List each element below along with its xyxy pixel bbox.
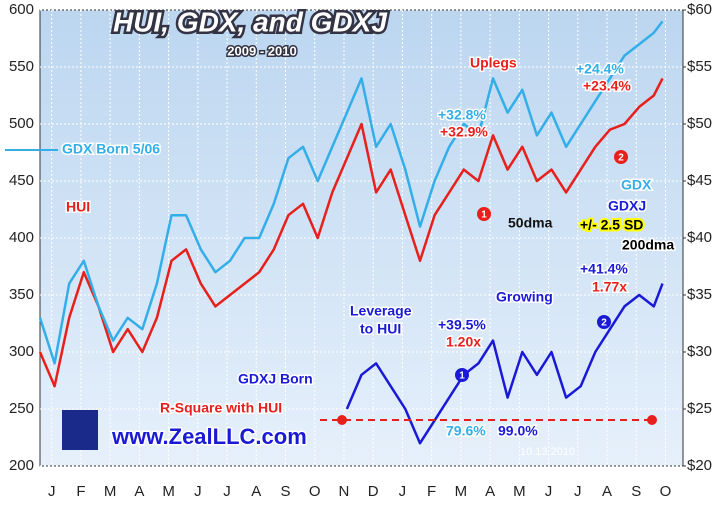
annotation: 2 <box>618 153 624 164</box>
annotation: 1 <box>459 371 465 382</box>
y2-tick-label: $25 <box>687 400 712 417</box>
x-tick-label: O <box>660 483 672 500</box>
r-square-dot <box>647 415 657 425</box>
series-line <box>345 283 664 445</box>
annotation: Leverage <box>350 303 412 319</box>
marker-circle <box>455 368 469 382</box>
x-tick-label: J <box>545 483 553 500</box>
annotation: 1.77x <box>592 279 627 295</box>
annotation: +41.4% <box>580 261 628 277</box>
y2-tick-label: $35 <box>687 286 712 303</box>
x-tick-label: F <box>427 483 436 500</box>
marker-circle <box>477 207 491 221</box>
y2-tick-label: $30 <box>687 343 712 360</box>
x-tick-label: J <box>48 483 56 500</box>
x-tick-label: A <box>134 483 144 500</box>
x-tick-label: M <box>162 483 175 500</box>
x-tick-label: J <box>223 483 231 500</box>
annotation: 79.6% <box>446 423 486 439</box>
annotation: 99.0% <box>498 423 538 439</box>
x-tick-label: F <box>76 483 85 500</box>
y-tick-label: 350 <box>9 286 34 303</box>
annotation: 1.20x <box>446 334 481 350</box>
y2-tick-label: $55 <box>687 58 712 75</box>
x-tick-label: M <box>455 483 468 500</box>
legend-label: GDX <box>621 177 652 193</box>
y-tick-label: 550 <box>9 58 34 75</box>
annotation: 1 <box>481 210 487 221</box>
annotation: 200dma <box>622 237 674 253</box>
annotation: 2 <box>601 318 607 329</box>
series-line <box>38 20 664 365</box>
x-tick-label: A <box>251 483 261 500</box>
y-tick-label: 300 <box>9 343 34 360</box>
annotation: 10.13.2010 <box>520 446 575 458</box>
annotation: +32.9% <box>440 124 488 140</box>
y-tick-label: 400 <box>9 229 34 246</box>
y2-tick-label: $40 <box>687 229 712 246</box>
annotation: www.ZealLLC.com <box>111 424 307 449</box>
r-square-dot <box>337 415 347 425</box>
y-tick-label: 450 <box>9 172 34 189</box>
marker-circle <box>614 150 628 164</box>
x-tick-label: S <box>631 483 641 500</box>
x-tick-label: A <box>485 483 495 500</box>
x-tick-label: S <box>281 483 291 500</box>
x-tick-label: D <box>368 483 379 500</box>
annotation: Uplegs <box>470 55 517 71</box>
annotation: 50dma <box>508 215 553 231</box>
y2-tick-label: $45 <box>687 172 712 189</box>
annotation: +23.4% <box>583 78 631 94</box>
legend-label: HUI <box>66 199 90 215</box>
y2-tick-label: $60 <box>687 1 712 18</box>
annotation: GDX Born 5/06 <box>62 141 160 157</box>
chart-title: HUI, GDX, and GDXJ <box>113 6 388 37</box>
x-tick-label: J <box>574 483 582 500</box>
annotation: GDXJ Born <box>238 371 313 387</box>
marker-circle <box>597 315 611 329</box>
y2-tick-label: $20 <box>687 457 712 474</box>
y-tick-label: 500 <box>9 115 34 132</box>
legend-label: GDXJ <box>608 198 646 214</box>
annotation: +39.5% <box>438 317 486 333</box>
annotation: to HUI <box>360 321 401 337</box>
logo <box>62 410 98 450</box>
x-tick-label: J <box>194 483 202 500</box>
y-tick-label: 200 <box>9 457 34 474</box>
annotation: +/- 2.5 SD <box>580 217 643 233</box>
x-tick-label: M <box>104 483 117 500</box>
x-tick-label: J <box>399 483 407 500</box>
annotation: +32.8% <box>438 107 486 123</box>
chart-subtitle: 2009 - 2010 <box>227 43 296 58</box>
y-tick-label: 600 <box>9 1 34 18</box>
annotation: R-Square with HUI <box>160 400 282 416</box>
y-tick-label: 250 <box>9 400 34 417</box>
y2-tick-label: $50 <box>687 115 712 132</box>
x-tick-label: A <box>602 483 612 500</box>
annotation: Growing <box>496 289 553 305</box>
series-line <box>38 77 664 388</box>
x-tick-label: M <box>513 483 526 500</box>
x-tick-label: O <box>309 483 321 500</box>
x-tick-label: N <box>339 483 350 500</box>
annotation: +24.4% <box>576 61 624 77</box>
